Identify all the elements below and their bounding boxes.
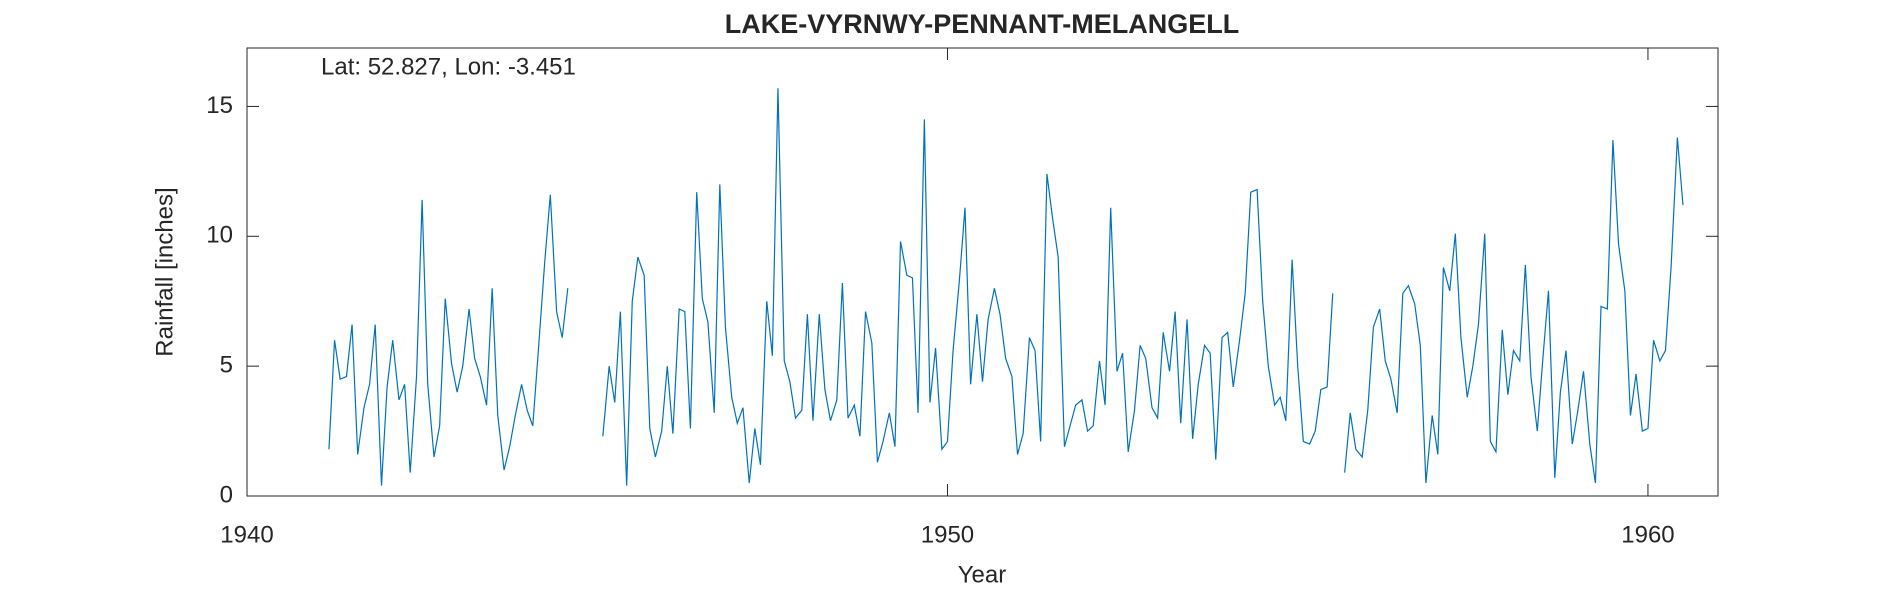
y-tick-label: 10: [206, 222, 233, 249]
y-axis-label: Rainfall [inches]: [151, 187, 178, 356]
y-tick-label: 5: [220, 351, 233, 378]
data-line: [328, 88, 1684, 486]
annotation: Lat: 52.827, Lon: -3.451: [321, 53, 576, 80]
x-axis-label: Year: [958, 561, 1007, 588]
chart-title: LAKE-VYRNWY-PENNANT-MELANGELL: [725, 9, 1240, 39]
y-tick-label: 0: [220, 481, 233, 508]
y-tick-label: 15: [206, 92, 233, 119]
x-tick-label: 1940: [220, 521, 273, 548]
plot-box: [246, 47, 1719, 497]
x-tick-label: 1960: [1621, 521, 1674, 548]
x-tick-label: 1950: [921, 521, 974, 548]
